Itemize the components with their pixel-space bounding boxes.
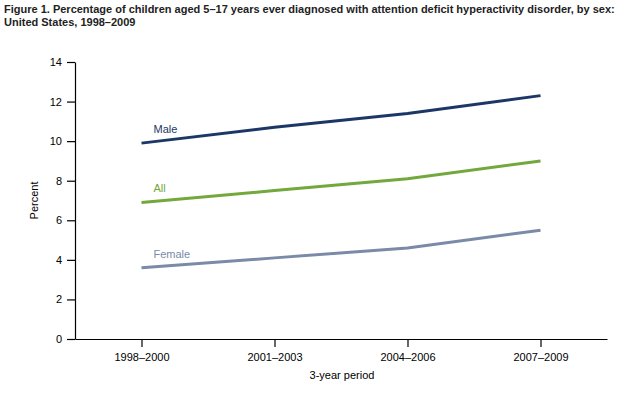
y-tick: 14 — [50, 56, 75, 68]
y-tick: 12 — [50, 96, 75, 108]
y-axis-title: Percent — [28, 182, 40, 220]
y-axis-line — [75, 63, 76, 340]
x-axis-line — [76, 339, 608, 340]
series-line — [142, 161, 541, 203]
y-tick-mark — [67, 299, 75, 300]
y-tick-mark — [67, 62, 75, 63]
lines — [142, 96, 541, 268]
y-tick: 0 — [56, 333, 75, 345]
x-tick-label: 2007–2009 — [513, 351, 568, 363]
x-tick-label: 1998–2000 — [114, 351, 169, 363]
y-tick: 8 — [56, 175, 75, 187]
series-labels: Male All Female — [154, 123, 191, 260]
x-tick-mark — [540, 339, 541, 347]
x-tick: 2007–2009 — [513, 339, 568, 363]
y-tick-mark — [67, 339, 75, 340]
x-axis: 1998–2000 2001–2003 2004–2006 2007–2009 — [76, 339, 608, 363]
x-tick-mark — [274, 339, 275, 347]
series-label: Female — [154, 248, 191, 260]
y-tick: 4 — [56, 254, 75, 266]
series-line — [142, 96, 541, 143]
y-axis: 0 2 4 6 8 10 12 14 — [50, 56, 76, 345]
y-tick-label: 10 — [50, 135, 62, 147]
y-tick: 2 — [56, 293, 75, 305]
x-axis-title: 3-year period — [310, 369, 375, 381]
series-label: Male — [154, 123, 178, 135]
x-tick-label: 2001–2003 — [247, 351, 302, 363]
series-label: All — [154, 182, 166, 194]
y-tick-mark — [67, 141, 75, 142]
y-tick-label: 12 — [50, 96, 62, 108]
x-tick-mark — [407, 339, 408, 347]
y-tick-mark — [67, 260, 75, 261]
x-tick-label: 2004–2006 — [380, 351, 435, 363]
title: Figure 1. Percentage of children aged 5–… — [4, 3, 615, 28]
y-tick-label: 4 — [56, 254, 62, 266]
title-line: Figure 1. Percentage of children aged 5–… — [4, 3, 615, 15]
x-tick: 1998–2000 — [114, 339, 169, 363]
x-tick-mark — [141, 339, 142, 347]
y-tick-mark — [67, 181, 75, 182]
y-tick-mark — [67, 220, 75, 221]
x-tick: 2001–2003 — [247, 339, 302, 363]
y-tick-label: 0 — [56, 333, 62, 345]
y-tick-mark — [67, 101, 75, 102]
y-tick-label: 8 — [56, 175, 62, 187]
y-tick: 6 — [56, 214, 75, 226]
chart: Figure 1. Percentage of children aged 5–… — [0, 0, 634, 410]
y-tick: 10 — [50, 135, 75, 147]
y-tick-label: 6 — [56, 214, 62, 226]
y-tick-label: 14 — [50, 56, 62, 68]
x-tick: 2004–2006 — [380, 339, 435, 363]
series-line — [142, 230, 541, 268]
title-line: United States, 1998–2009 — [4, 16, 135, 28]
y-tick-label: 2 — [56, 293, 62, 305]
